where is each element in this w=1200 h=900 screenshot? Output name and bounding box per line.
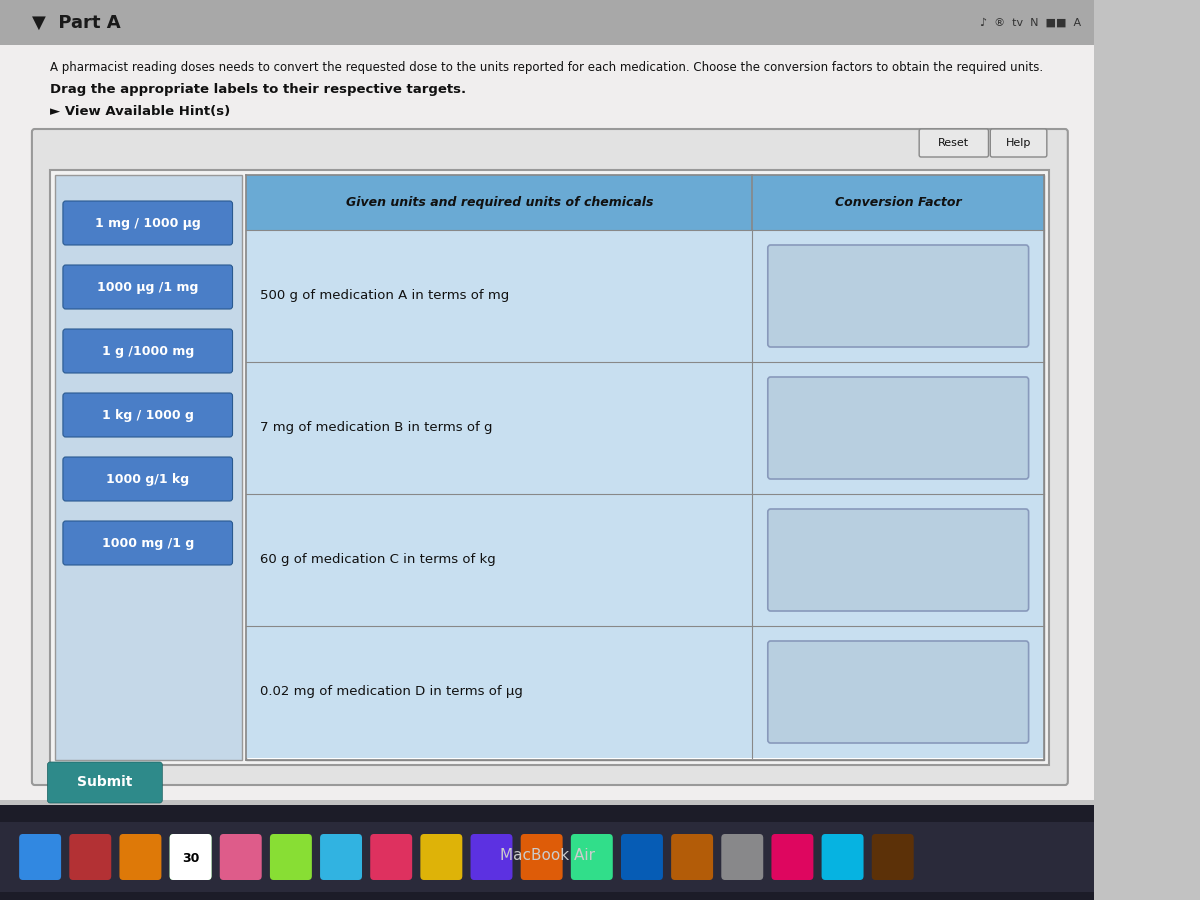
FancyBboxPatch shape — [721, 834, 763, 880]
Text: Submit: Submit — [77, 776, 132, 789]
FancyBboxPatch shape — [671, 834, 713, 880]
FancyBboxPatch shape — [246, 494, 752, 626]
Text: 1 mg / 1000 μg: 1 mg / 1000 μg — [95, 217, 200, 230]
Text: Reset: Reset — [938, 138, 970, 148]
FancyBboxPatch shape — [772, 834, 814, 880]
FancyBboxPatch shape — [768, 245, 1028, 347]
Text: A pharmacist reading doses needs to convert the requested dose to the units repo: A pharmacist reading doses needs to conv… — [50, 60, 1043, 74]
Text: 60 g of medication C in terms of kg: 60 g of medication C in terms of kg — [260, 554, 496, 566]
FancyBboxPatch shape — [270, 834, 312, 880]
FancyBboxPatch shape — [990, 129, 1046, 157]
FancyBboxPatch shape — [420, 834, 462, 880]
Text: Conversion Factor: Conversion Factor — [835, 196, 961, 209]
FancyBboxPatch shape — [0, 45, 1094, 800]
FancyBboxPatch shape — [62, 457, 233, 501]
Text: ▼  Part A: ▼ Part A — [32, 14, 120, 32]
FancyBboxPatch shape — [571, 834, 613, 880]
FancyBboxPatch shape — [19, 834, 61, 880]
FancyBboxPatch shape — [752, 626, 1044, 758]
FancyBboxPatch shape — [50, 170, 1049, 765]
FancyBboxPatch shape — [120, 834, 162, 880]
FancyBboxPatch shape — [521, 834, 563, 880]
FancyBboxPatch shape — [62, 201, 233, 245]
Text: 1000 μg /1 mg: 1000 μg /1 mg — [97, 281, 198, 293]
Text: Drag the appropriate labels to their respective targets.: Drag the appropriate labels to their res… — [50, 84, 467, 96]
FancyBboxPatch shape — [220, 834, 262, 880]
FancyBboxPatch shape — [48, 762, 162, 803]
FancyBboxPatch shape — [169, 834, 211, 880]
Text: Given units and required units of chemicals: Given units and required units of chemic… — [346, 196, 653, 209]
FancyBboxPatch shape — [70, 834, 112, 880]
FancyBboxPatch shape — [62, 521, 233, 565]
FancyBboxPatch shape — [919, 129, 989, 157]
Text: 1000 mg /1 g: 1000 mg /1 g — [102, 536, 194, 550]
FancyBboxPatch shape — [0, 822, 1098, 892]
Text: ► View Available Hint(s): ► View Available Hint(s) — [50, 105, 230, 119]
Text: 7 mg of medication B in terms of g: 7 mg of medication B in terms of g — [260, 421, 492, 435]
Text: MacBook Air: MacBook Air — [499, 848, 595, 862]
FancyBboxPatch shape — [32, 129, 1068, 785]
FancyBboxPatch shape — [0, 805, 1094, 900]
FancyBboxPatch shape — [470, 834, 512, 880]
FancyBboxPatch shape — [62, 265, 233, 309]
FancyBboxPatch shape — [62, 393, 233, 437]
FancyBboxPatch shape — [752, 494, 1044, 626]
FancyBboxPatch shape — [246, 175, 1044, 760]
Text: 500 g of medication A in terms of mg: 500 g of medication A in terms of mg — [260, 290, 509, 302]
FancyBboxPatch shape — [320, 834, 362, 880]
Text: 0.02 mg of medication D in terms of μg: 0.02 mg of medication D in terms of μg — [260, 686, 523, 698]
Text: 30: 30 — [182, 851, 199, 865]
FancyBboxPatch shape — [752, 175, 1044, 230]
FancyBboxPatch shape — [246, 362, 752, 494]
FancyBboxPatch shape — [871, 834, 913, 880]
FancyBboxPatch shape — [62, 329, 233, 373]
FancyBboxPatch shape — [371, 834, 412, 880]
FancyBboxPatch shape — [768, 509, 1028, 611]
FancyBboxPatch shape — [822, 834, 864, 880]
FancyBboxPatch shape — [752, 230, 1044, 362]
FancyBboxPatch shape — [169, 834, 211, 880]
FancyBboxPatch shape — [246, 175, 752, 230]
FancyBboxPatch shape — [246, 230, 752, 362]
Text: Help: Help — [1006, 138, 1031, 148]
Text: 1 kg / 1000 g: 1 kg / 1000 g — [102, 409, 193, 421]
Text: 1000 g/1 kg: 1000 g/1 kg — [106, 472, 190, 485]
FancyBboxPatch shape — [620, 834, 662, 880]
FancyBboxPatch shape — [0, 0, 1094, 45]
FancyBboxPatch shape — [246, 626, 752, 758]
Text: 1 g /1000 mg: 1 g /1000 mg — [102, 345, 194, 357]
FancyBboxPatch shape — [768, 377, 1028, 479]
Text: ♪  ®  tv  N  ■■  A: ♪ ® tv N ■■ A — [980, 18, 1081, 28]
FancyBboxPatch shape — [55, 175, 241, 760]
FancyBboxPatch shape — [768, 641, 1028, 743]
FancyBboxPatch shape — [752, 362, 1044, 494]
